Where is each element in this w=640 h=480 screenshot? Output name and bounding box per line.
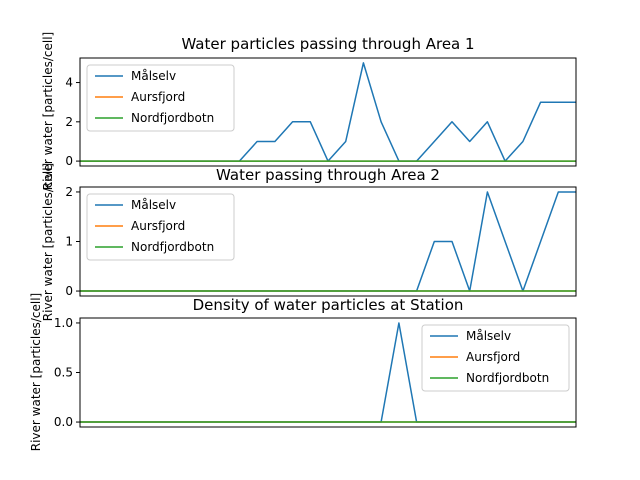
panel-1-title: Water particles passing through Area 1 xyxy=(181,35,474,53)
panel-2-axes-frame xyxy=(79,186,577,297)
legend-label: Nordfjordbotn xyxy=(131,111,214,125)
legend-label: Aursfjord xyxy=(466,350,520,364)
legend-box xyxy=(86,193,235,261)
panel-2-ytick-label: 2 xyxy=(65,185,73,199)
panel-3-ylabel: River water [particles/cell] xyxy=(29,293,43,451)
legend-label: Målselv xyxy=(131,69,176,83)
panel-1-ytick-label: 4 xyxy=(65,76,73,90)
legend-label: Målselv xyxy=(466,329,511,343)
legend-label: Aursfjord xyxy=(131,219,185,233)
panel-station: Density of water particles at Station Ri… xyxy=(29,293,577,451)
panel-3-marks: 0.0 0.5 1.0 xyxy=(54,316,576,429)
panel-area-2: Water passing through Area 2 River water… xyxy=(41,163,577,321)
panel-1-ylabel: River water [particles/cell] xyxy=(41,32,55,190)
panel-2-legend: Målselv Aursfjord Nordfjordbotn xyxy=(86,193,235,261)
panel-1-ytick-label: 0 xyxy=(65,154,73,168)
panel-3-axes-frame xyxy=(79,317,577,428)
panel-2-ytick-label: 1 xyxy=(65,235,73,249)
panel-3-ytick-label: 1.0 xyxy=(54,316,73,330)
panel-1-legend: Målselv Aursfjord Nordfjordbotn xyxy=(86,64,235,132)
legend-label: Målselv xyxy=(131,198,176,212)
panel-area-1: Water particles passing through Area 1 R… xyxy=(41,32,577,190)
panel-2-ytick-label: 0 xyxy=(65,284,73,298)
panel-1-marks: 0 2 4 xyxy=(65,62,576,168)
legend-box xyxy=(421,324,570,392)
panel-3-title: Density of water particles at Station xyxy=(193,296,464,314)
panel-1-axes-frame xyxy=(79,57,577,167)
legend-box xyxy=(86,64,235,132)
legend-label: Aursfjord xyxy=(131,90,185,104)
panel-3-ytick-label: 0.0 xyxy=(54,415,73,429)
legend-label: Nordfjordbotn xyxy=(131,240,214,254)
panel-2-ylabel: River water [particles/cell] xyxy=(41,163,55,321)
panel-3-legend: Målselv Aursfjord Nordfjordbotn xyxy=(421,324,570,392)
panel-2-marks: 0 1 2 xyxy=(65,185,576,298)
legend-label: Nordfjordbotn xyxy=(466,371,549,385)
panel-1-ytick-label: 2 xyxy=(65,115,73,129)
panel-3-ytick-label: 0.5 xyxy=(54,366,73,380)
panel-2-title: Water passing through Area 2 xyxy=(216,166,440,184)
